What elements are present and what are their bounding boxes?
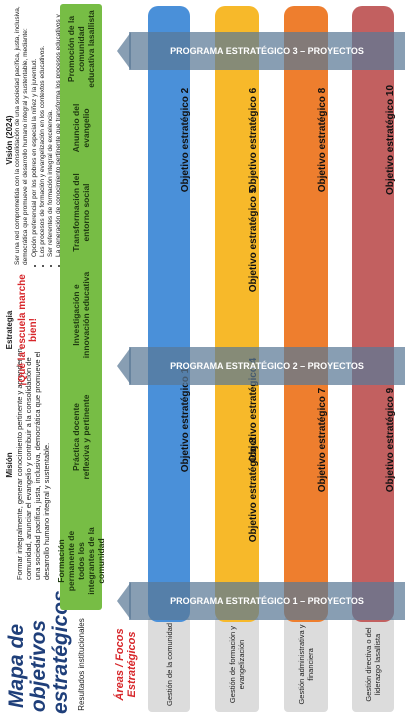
strategy-heading: Estrategia — [5, 310, 14, 350]
objective-8: Objetivo estratégico 8 — [317, 87, 328, 193]
program-arrow-2: PROGRAMA ESTRATÉGICO 2 – PROYECTOS — [117, 347, 405, 385]
vision-item: Opción preferencial por los pobres en es… — [31, 5, 39, 257]
area-label-administrative: Gestión administrativa y financiera — [284, 617, 328, 712]
objective-2: Objetivo estratégico 2 — [180, 87, 191, 193]
area-label-community: Gestión de la comunidad — [148, 617, 190, 712]
strategy-text: ¡Qué la escuela marche bien! — [17, 274, 39, 386]
program-label: PROGRAMA ESTRATÉGICO 2 – PROYECTOS — [170, 361, 364, 371]
area-label-leadership: Gestión directiva o del liderazgo lasall… — [352, 617, 394, 712]
objective-9: Objetivo estratégico 9 — [385, 387, 396, 493]
mission-heading: Misión — [5, 452, 14, 478]
program-arrow-3: PROGRAMA ESTRATÉGICO 3 – PROYECTOS — [117, 32, 405, 70]
result-cell: Anuncio del evangelio — [71, 103, 91, 153]
areas-label: Áreas / Focos Estratégicos — [114, 628, 138, 701]
program-label: PROGRAMA ESTRATÉGICO 3 – PROYECTOS — [170, 46, 364, 56]
area-label-formation: Gestión de formación y evangelización — [215, 617, 259, 712]
vision-item: Los procesos de formación y evangelizaci… — [39, 5, 47, 257]
result-cell: Promoción de la comunidad educativa lasa… — [66, 10, 96, 88]
program-label: PROGRAMA ESTRATÉGICO 1 – PROYECTOS — [170, 596, 364, 606]
result-cell: Transformación del entorno social — [71, 173, 91, 252]
vision-text: Ser una red comprometida con la consolid… — [14, 6, 29, 265]
vision-heading: Visión (2024) — [5, 115, 14, 165]
result-cell: Formación permanente de todos los integr… — [56, 527, 106, 595]
vision-item: Ser referentes de formación integral de … — [47, 5, 55, 257]
result-cell: Investigación e innovación educativa — [71, 271, 91, 359]
program-arrow-1: PROGRAMA ESTRATÉGICO 1 – PROYECTOS — [117, 582, 405, 620]
objective-6: Objetivo estratégico 6 — [248, 87, 259, 193]
result-cell: Práctica docente reflexiva y pertinente — [71, 394, 91, 480]
institutional-results-bar: Formación permanente de todos los integr… — [56, 4, 106, 610]
objective-10: Objetivo estratégico 10 — [385, 84, 396, 196]
institutional-row-label: Resultados institucionales — [76, 618, 86, 711]
objective-7: Objetivo estratégico 7 — [317, 387, 328, 493]
